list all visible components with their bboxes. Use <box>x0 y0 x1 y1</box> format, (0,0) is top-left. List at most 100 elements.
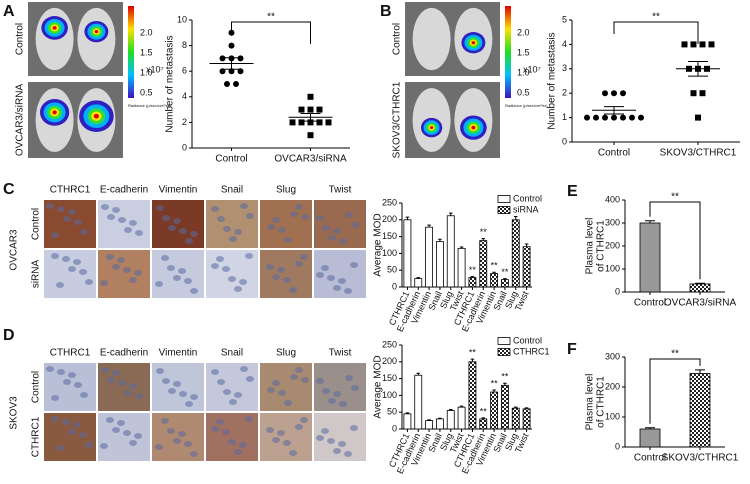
nucleus <box>173 438 181 444</box>
x-tick-label: OVCAR3/siRNA <box>274 154 347 165</box>
y-tick-label: 0 <box>562 136 567 146</box>
data-point <box>690 90 697 97</box>
nucleus <box>339 238 347 244</box>
signal <box>430 126 434 130</box>
y-axis-label: Average MOD <box>373 355 384 418</box>
data-point <box>307 119 314 126</box>
nucleus <box>118 380 126 386</box>
error-bar <box>427 419 431 421</box>
nucleus <box>106 417 114 423</box>
error-bar <box>300 112 321 122</box>
panel-label: E <box>567 183 578 200</box>
nucleus <box>107 377 115 383</box>
ihc-image <box>98 250 150 298</box>
nucleus <box>68 209 76 215</box>
nucleus <box>240 203 248 209</box>
y-tick-label: 100 <box>382 248 397 258</box>
y-tick-label: 0 <box>615 286 620 296</box>
y-tick-label: 3 <box>562 63 567 73</box>
nucleus <box>345 375 353 381</box>
nucleus <box>339 401 347 407</box>
nucleus <box>211 263 219 269</box>
y-tick-label: 0 <box>392 281 397 291</box>
error-bar <box>481 417 486 419</box>
nucleus <box>333 228 341 234</box>
nucleus <box>123 267 131 273</box>
data-point <box>233 81 239 87</box>
marker-label: CTHRC1 <box>50 348 91 359</box>
error-bar <box>448 212 453 216</box>
nucleus <box>245 416 253 422</box>
nucleus <box>245 253 253 259</box>
nucleus <box>344 288 352 294</box>
row-label: siRNA <box>31 260 42 289</box>
nucleus <box>289 450 297 456</box>
x-tick-label: Control <box>634 453 666 464</box>
error-bar <box>604 106 624 115</box>
nucleus <box>295 367 303 373</box>
data-point <box>298 119 305 126</box>
nucleus <box>338 278 346 284</box>
nucleus <box>135 393 143 399</box>
nucleus <box>228 276 236 282</box>
marker-label: Snail <box>221 185 243 196</box>
nucleus <box>155 444 163 450</box>
nucleus <box>100 280 108 286</box>
error-bar <box>503 382 507 386</box>
nucleus <box>161 418 169 424</box>
error-bar <box>492 271 496 274</box>
nucleus <box>68 372 76 378</box>
y-axis-label: Plasma level <box>585 374 596 431</box>
bar <box>511 407 520 430</box>
data-point <box>611 90 617 97</box>
colorbar-unit: Radiance (p/sec/cm²/sr) <box>505 103 548 108</box>
data-point <box>316 119 323 126</box>
nucleus <box>179 391 187 397</box>
nucleus <box>290 374 298 380</box>
nucleus <box>217 379 225 385</box>
colorbar-tick: 1.0 <box>517 67 530 77</box>
nucleus <box>179 228 187 234</box>
bar <box>689 373 711 448</box>
nucleus <box>328 235 336 241</box>
nucleus <box>350 425 358 431</box>
colorbar-tick: 2.0 <box>140 27 153 37</box>
error-bar <box>221 57 242 70</box>
data-point <box>307 106 314 113</box>
data-point <box>584 114 590 121</box>
data-point <box>289 119 296 126</box>
data-point <box>638 114 644 121</box>
nucleus <box>338 441 346 447</box>
y-tick-label: 100 <box>382 390 397 400</box>
marker-label: Slug <box>276 185 296 196</box>
y-axis-label: of CTHRC1 <box>596 376 607 428</box>
nucleus <box>134 433 142 439</box>
nucleus <box>351 385 359 391</box>
data-point <box>695 114 701 121</box>
data-point <box>224 81 230 87</box>
significance-label: ** <box>480 227 488 237</box>
y-tick-label: 2 <box>562 88 567 98</box>
nucleus <box>321 428 329 434</box>
nucleus <box>161 255 169 261</box>
nucleus <box>301 377 309 383</box>
nucleus <box>246 376 254 382</box>
significance-label: ** <box>501 372 509 382</box>
bar <box>403 219 412 288</box>
nucleus <box>73 259 81 265</box>
signal <box>94 30 99 34</box>
legend-label: Control <box>513 193 542 203</box>
nucleus <box>289 287 297 293</box>
data-point <box>620 114 626 121</box>
nucleus <box>173 275 181 281</box>
colorbar-exponent: x10⁷ <box>523 64 541 74</box>
nucleus <box>327 438 335 444</box>
y-axis-label: Average MOD <box>373 213 384 276</box>
y-axis-label: Number of metastasis <box>165 35 176 132</box>
nucleus <box>106 254 114 260</box>
legend-label: siRNA <box>513 204 539 214</box>
error-bar <box>645 220 655 223</box>
y-tick-label: 10 <box>177 14 187 24</box>
bar <box>425 226 434 288</box>
bar <box>457 247 466 288</box>
